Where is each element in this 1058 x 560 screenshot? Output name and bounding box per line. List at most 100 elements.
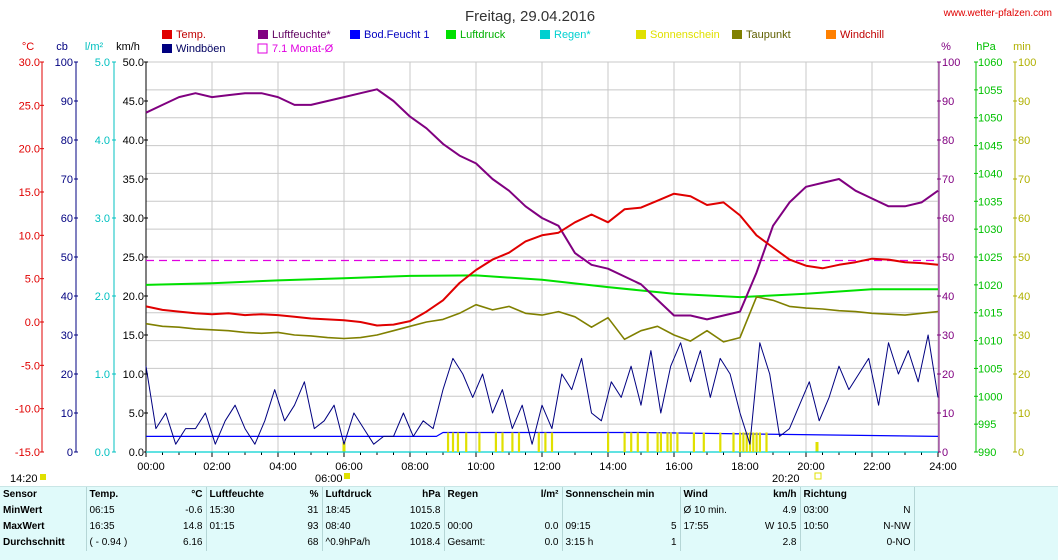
- sun-bar: [451, 432, 455, 452]
- y-tick-label: 995: [978, 419, 996, 431]
- y-tick-label: 1025: [978, 252, 1002, 264]
- y-tick-label: 1060: [978, 57, 1002, 69]
- cell-temp-time: 06:15: [85, 503, 160, 519]
- legend-swatch-monat: [257, 43, 268, 54]
- sun-bar: [446, 432, 450, 452]
- y-tick-label: 90: [942, 96, 954, 108]
- cell-sonne-time: 3:15 h: [561, 535, 634, 551]
- y-tick-label: 0.0: [25, 317, 40, 329]
- y-axis: [112, 61, 116, 453]
- series-line-luftfeuchte: [145, 88, 939, 321]
- sun-bar: [494, 432, 497, 452]
- legend-label-taupunkt: Taupunkt: [746, 29, 791, 41]
- y-tick-label: 60: [61, 213, 73, 225]
- y-axis: [74, 61, 78, 453]
- y-axis-unit: %: [941, 41, 951, 53]
- sun-bar: [666, 432, 669, 452]
- x-tick-label: 04:00: [269, 461, 297, 473]
- cell-richtung-val: N: [903, 505, 911, 516]
- x-tick-label: 18:00: [731, 461, 759, 473]
- cell-wind-time: Ø 10 min.: [679, 503, 744, 519]
- x-tick-label: 08:00: [401, 461, 429, 473]
- cell-richtung-val: 0-NO: [886, 537, 911, 548]
- cell-regen-time: [443, 503, 508, 519]
- sun-bar: [702, 432, 705, 452]
- x-tick-label: 02:00: [203, 461, 231, 473]
- sun-bar: [646, 432, 649, 452]
- series-line-temp: [145, 192, 939, 327]
- y-tick-label: 25.0: [19, 100, 40, 112]
- cell-regen-val: 0.0: [544, 521, 559, 532]
- cell-temp-time: 16:35: [85, 519, 160, 535]
- y-tick-label: 1045: [978, 141, 1002, 153]
- site-link[interactable]: www.wetter-pfalzen.com: [943, 8, 1052, 19]
- y-tick-label: 1010: [978, 336, 1002, 348]
- y-tick-label: 1040: [978, 168, 1002, 180]
- cell-regen-val: [508, 503, 562, 519]
- y-tick-label: 80: [61, 135, 73, 147]
- y-tick-label: 10: [942, 408, 954, 420]
- y-tick-label: 10.0: [19, 230, 40, 242]
- series-line-windb-en: [145, 334, 939, 445]
- sun-bar: [692, 432, 695, 452]
- sun-bar: [456, 432, 460, 452]
- y-tick-label: 1005: [978, 363, 1002, 375]
- hdr-wind-unit: km/h: [773, 489, 797, 500]
- y-tick-label: 20: [61, 369, 73, 381]
- cell-feuchte-val: 31: [307, 505, 319, 516]
- y-tick-label: 30: [1018, 330, 1030, 342]
- sun-bar: [501, 432, 504, 452]
- y-tick-label: 50.0: [123, 57, 144, 69]
- y-tick-label: 100: [942, 57, 960, 69]
- x-tick-label: 00:00: [137, 461, 165, 473]
- cell-wind-val: 4.9: [782, 505, 797, 516]
- legend-swatch-windchill: [826, 30, 836, 39]
- stats-row-avg: Durchschnitt ( - 0.94 ) 6.16 68 ^0.9hPa/…: [0, 535, 1058, 551]
- y-tick-label: 80: [942, 135, 954, 147]
- sun-bar: [517, 432, 521, 452]
- hdr-feuchte-unit: %: [309, 489, 319, 500]
- x-tick-label: 24:00: [929, 461, 957, 473]
- y-axis: [144, 61, 148, 453]
- hdr-sonne: Sonnenschein min: [561, 487, 680, 503]
- legend-label-luftdruck: Luftdruck: [460, 29, 506, 41]
- y-axis: [937, 61, 941, 453]
- legend-label-windboeen: Windböen: [176, 43, 226, 55]
- sun-bar: [607, 432, 610, 452]
- sun-bar: [511, 432, 514, 452]
- hdr-regen: Regen: [443, 487, 508, 503]
- chart-title: Freitag, 29.04.2016: [465, 8, 595, 25]
- cell-sonne-val: 5: [670, 521, 677, 532]
- cell-feuchte-time: 01:15: [205, 519, 276, 535]
- y-tick-label: 40: [942, 291, 954, 303]
- sun-bar: [656, 432, 659, 452]
- cell-druck-time: ^0.9hPa/h: [321, 535, 386, 551]
- y-tick-label: 30: [942, 330, 954, 342]
- sun-bar: [659, 432, 662, 452]
- legend-swatch-luftfeuchte: [258, 30, 268, 39]
- cell-druck-val: 1015.8: [409, 505, 441, 516]
- y-tick-label: 45.0: [123, 96, 144, 108]
- row-label: MaxWert: [3, 521, 45, 532]
- hdr-feuchte: Luftfeuchte: [205, 487, 276, 503]
- legend-swatch-regen: [540, 30, 550, 39]
- sun-bar: [676, 432, 679, 452]
- series-line-taupunkt: [145, 296, 939, 343]
- sun-bar: [544, 432, 547, 452]
- row-label: MinWert: [3, 505, 43, 516]
- cell-temp-val: 6.16: [183, 537, 203, 548]
- stats-row-min: MinWert 06:15 -0.6 15:30 31 18:45 1015.8…: [0, 503, 1058, 519]
- sun-bar: [623, 432, 626, 452]
- cell-temp-val: -0.6: [185, 505, 203, 516]
- stats-panel: Sensor Temp. °C Luftfeuchte % Luftdruck …: [0, 486, 1058, 560]
- y-tick-label: 70: [942, 174, 954, 186]
- legend-swatch-windboeen: [162, 44, 172, 53]
- cell-sonne-val: 1: [670, 537, 677, 548]
- y-tick-label: 100: [55, 57, 73, 69]
- y-tick-label: 0: [942, 447, 948, 459]
- legend-label-monat: 7.1 Monat-Ø: [272, 43, 334, 55]
- sun-bar: [630, 432, 633, 452]
- cell-druck-val: 1018.4: [409, 537, 441, 548]
- y-tick-label: 3.0: [95, 213, 110, 225]
- y-tick-label: 4.0: [95, 135, 110, 147]
